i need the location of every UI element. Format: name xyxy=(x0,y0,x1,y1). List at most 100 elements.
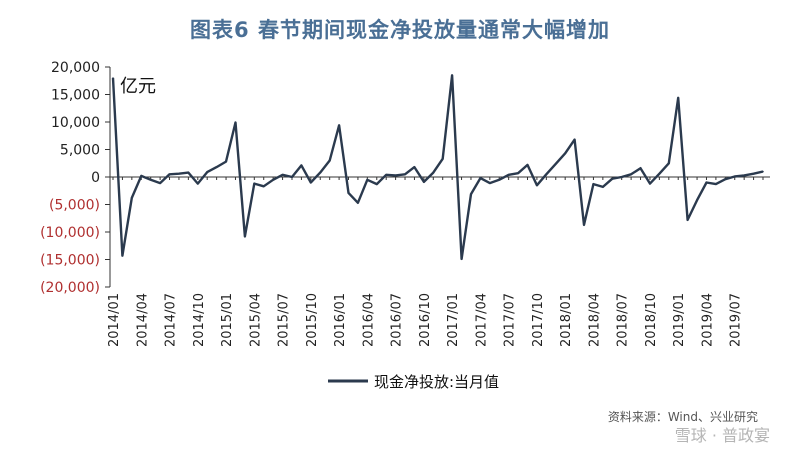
data-point xyxy=(564,152,566,155)
data-point xyxy=(554,163,557,165)
data-point xyxy=(149,178,152,181)
x-tick-label: 2015/01 xyxy=(220,293,235,347)
data-point xyxy=(762,170,764,173)
y-tick-label: 10,000 xyxy=(51,115,100,131)
data-point xyxy=(366,178,369,181)
data-point xyxy=(178,172,180,175)
y-tick-label: (20,000) xyxy=(40,280,100,296)
data-point xyxy=(649,182,651,185)
x-tick-label: 2015/07 xyxy=(277,293,292,347)
y-tick-label: 0 xyxy=(91,170,100,186)
watermark: 雪球 · 普政宴 xyxy=(674,426,770,445)
data-point xyxy=(526,164,529,166)
data-point xyxy=(281,174,284,176)
data-point xyxy=(196,182,199,185)
x-tick-label: 2018/10 xyxy=(644,293,659,347)
x-tick-label: 2014/10 xyxy=(192,293,207,347)
y-axis: 20,000 15,000 10,000 5,000 0 (5,000) (10,000) (… xyxy=(40,60,111,296)
data-point xyxy=(385,174,387,176)
data-point xyxy=(225,160,227,163)
data-point xyxy=(517,172,519,174)
data-point xyxy=(724,178,727,180)
data-point xyxy=(639,167,642,169)
data-point xyxy=(310,181,312,184)
y-tick-label: (5,000) xyxy=(49,198,100,214)
data-point xyxy=(470,193,472,195)
x-tick-label: 2017/07 xyxy=(503,293,518,347)
data-point xyxy=(460,258,463,260)
x-tick-label: 2014/01 xyxy=(107,293,122,347)
legend-label: 现金净投放:当月值 xyxy=(374,373,499,391)
data-point xyxy=(658,172,661,175)
x-tick-label: 2019/04 xyxy=(700,293,715,347)
unit-label: 亿元 xyxy=(120,76,156,97)
data-point xyxy=(507,174,510,176)
data-point xyxy=(432,171,435,174)
x-tick-label: 2019/07 xyxy=(729,293,744,347)
source-note: 资料来源：Wind、兴业研究 xyxy=(607,410,758,424)
data-point xyxy=(394,174,397,177)
y-tick-label: 5,000 xyxy=(60,143,100,159)
data-point xyxy=(696,199,698,201)
data-point xyxy=(733,175,736,178)
data-point xyxy=(743,174,745,177)
data-point xyxy=(630,173,632,176)
x-tick-label: 2016/01 xyxy=(333,293,348,347)
x-tick-label: 2017/01 xyxy=(446,293,461,347)
x-tick-label: 2014/07 xyxy=(164,293,179,347)
x-tick-label: 2014/04 xyxy=(135,293,150,347)
data-point xyxy=(347,192,350,194)
series-group xyxy=(111,74,764,261)
data-point xyxy=(338,124,340,127)
data-point xyxy=(253,182,256,185)
data-point xyxy=(583,224,585,226)
data-point xyxy=(375,183,378,185)
data-point xyxy=(404,173,406,176)
data-point xyxy=(677,97,680,99)
y-tick-label: (10,000) xyxy=(40,225,100,241)
series-line-cash-net-injection xyxy=(111,74,764,261)
data-point xyxy=(592,183,595,185)
x-tick-label: 2018/04 xyxy=(587,293,602,347)
x-tick-label: 2018/07 xyxy=(616,293,631,347)
data-point xyxy=(620,176,623,178)
data-point xyxy=(300,164,303,167)
data-point xyxy=(187,171,190,174)
data-point xyxy=(545,173,548,176)
data-point xyxy=(441,158,444,160)
data-point xyxy=(159,182,161,184)
chart-title: 图表6 春节期间现金净投放量通常大幅增加 xyxy=(190,18,610,42)
y-tick-label: 20,000 xyxy=(51,60,100,76)
data-point xyxy=(234,121,237,124)
data-point xyxy=(121,254,124,257)
data-point xyxy=(705,181,708,184)
data-point xyxy=(611,177,614,180)
data-point xyxy=(244,235,246,238)
x-tick-label: 2018/01 xyxy=(559,293,574,347)
data-point xyxy=(498,178,501,181)
data-point xyxy=(602,186,604,188)
x-tick-label: 2016/07 xyxy=(390,293,405,347)
data-point xyxy=(262,185,265,188)
data-point xyxy=(357,202,359,204)
data-point xyxy=(328,159,331,162)
data-point xyxy=(423,181,425,183)
data-point xyxy=(715,183,717,185)
data-point xyxy=(573,138,576,141)
data-point xyxy=(451,74,453,77)
data-point xyxy=(272,178,274,181)
y-tick-label: 15,000 xyxy=(51,88,100,104)
data-point xyxy=(112,77,114,79)
data-point xyxy=(479,177,482,179)
data-point xyxy=(131,197,133,199)
y-tick-label: (15,000) xyxy=(40,253,100,269)
data-point xyxy=(206,171,209,173)
x-tick-label: 2016/10 xyxy=(418,293,433,347)
data-point xyxy=(489,182,491,184)
data-point xyxy=(291,176,293,178)
data-point xyxy=(667,162,670,165)
x-tick-label: 2016/04 xyxy=(361,293,376,347)
data-point xyxy=(752,172,755,175)
x-tick-label: 2017/04 xyxy=(474,293,489,347)
